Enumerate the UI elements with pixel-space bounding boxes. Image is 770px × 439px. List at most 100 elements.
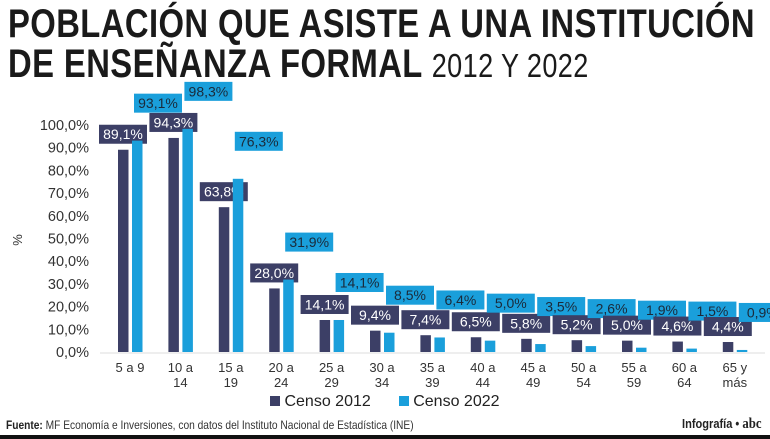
data-label-2022: 93,1% [138, 95, 178, 111]
legend-item-2012: Censo 2012 [270, 393, 371, 410]
data-label-2012: 94,3% [154, 114, 194, 130]
y-tick-label: 0,0% [56, 345, 89, 361]
data-label-box-2022 [234, 131, 283, 151]
bar-censo-2012 [722, 342, 734, 352]
source-label: Fuente: [6, 418, 43, 432]
data-label-box-2022 [285, 232, 334, 252]
x-tick-label: 5 a 9 [116, 360, 145, 375]
data-label-2022: 76,3% [239, 133, 279, 149]
data-label-box-2012 [451, 312, 500, 332]
data-label-2012: 9,4% [359, 307, 391, 323]
data-label-box-2022 [335, 272, 384, 292]
bar-censo-2022 [182, 128, 193, 352]
y-tick-label: 100,0% [40, 118, 89, 134]
data-label-2012: 14,1% [305, 296, 345, 312]
x-tick-label: más [723, 375, 748, 390]
legend-swatch-2012 [270, 396, 281, 406]
data-label-box-2012 [401, 310, 450, 330]
source-note: Fuente: MF Economía e Inversiones, con d… [6, 418, 414, 432]
data-label-2012: 4,6% [661, 318, 693, 334]
bar-censo-2012 [470, 337, 482, 352]
bar-censo-2012 [370, 330, 381, 352]
bar-censo-2012 [622, 340, 633, 352]
data-label-box-2012 [149, 112, 198, 132]
data-label-2022: 1,5% [696, 303, 728, 319]
bar-censo-2022 [434, 337, 445, 352]
data-label-2022: 0,9% [747, 304, 770, 320]
data-label-box-2012 [552, 315, 601, 335]
bar-censo-2012 [218, 207, 230, 352]
title-line-1: POBLACIÓN QUE ASISTE A UNA INSTITUCIÓN [8, 2, 755, 46]
y-tick-label: 20,0% [48, 300, 89, 316]
x-tick-label: 64 [677, 375, 691, 390]
title-line-2: DE ENSEÑANZA FORMAL 2012 Y 2022 [8, 42, 589, 87]
bar-censo-2022 [736, 349, 748, 352]
x-tick-label: 39 [425, 375, 439, 390]
x-tick-label: 15 a [218, 360, 244, 375]
data-label-box-2012 [502, 313, 551, 333]
data-label-2012: 5,0% [611, 317, 643, 333]
y-tick-label: 90,0% [48, 141, 89, 157]
y-tick-label: 30,0% [48, 277, 89, 293]
data-label-box-2012 [351, 305, 399, 325]
bar-censo-2022 [535, 344, 546, 352]
x-tick-label: 40 a [470, 360, 496, 375]
bar-censo-2012 [269, 288, 280, 352]
bar-censo-2022 [283, 279, 294, 352]
x-tick-label: 50 a [571, 360, 597, 375]
credit-text: Infografía • [682, 416, 740, 431]
data-label-box-2022 [587, 299, 636, 319]
data-label-2012: 28,0% [254, 265, 294, 281]
data-label-2012: 5,2% [561, 317, 593, 333]
bar-censo-2022 [132, 140, 143, 352]
abc-logo: abc [742, 416, 762, 432]
x-tick-label: 29 [324, 375, 338, 390]
data-label-box-2022 [134, 93, 182, 113]
data-label-box-2022 [184, 81, 233, 101]
y-tick-label: 80,0% [48, 163, 89, 179]
bar-censo-2012 [168, 137, 179, 352]
y-tick-label: 50,0% [48, 232, 89, 248]
x-tick-label: 14 [173, 375, 187, 390]
bar-censo-2022 [686, 348, 697, 352]
legend-item-2022: Censo 2022 [399, 393, 500, 410]
legend-label-2022: Censo 2022 [413, 393, 500, 410]
bar-censo-2022 [585, 346, 597, 352]
x-tick-label: 44 [476, 375, 490, 390]
y-tick-label: 60,0% [48, 209, 89, 225]
data-label-2022: 14,1% [340, 274, 380, 290]
x-tick-label: 55 a [621, 360, 647, 375]
data-label-2012: 6,5% [460, 314, 492, 330]
data-label-2022: 6,4% [444, 292, 476, 308]
legend-swatch-2022 [399, 396, 410, 406]
data-label-2022: 1,9% [646, 302, 678, 318]
x-tick-label: 20 a [269, 360, 295, 375]
source-text: MF Economía e Inversiones, con datos del… [45, 418, 414, 432]
x-tick-label: 24 [274, 375, 288, 390]
x-tick-label: 30 a [369, 360, 395, 375]
data-label-box-2012 [250, 263, 299, 283]
data-label-2022: 3,5% [545, 299, 577, 315]
x-tick-label: 54 [576, 375, 590, 390]
legend-label-2012: Censo 2012 [284, 393, 371, 410]
bar-censo-2012 [319, 319, 331, 352]
x-tick-label: 35 a [420, 360, 446, 375]
data-label-box-2022 [537, 297, 586, 317]
data-label-2012: 7,4% [409, 312, 441, 328]
x-tick-label: 59 [627, 375, 641, 390]
data-label-box-2022 [386, 285, 434, 305]
bar-censo-2012 [118, 149, 129, 352]
credit: Infografía • abc [683, 416, 762, 433]
title-years: 2012 Y 2022 [431, 47, 589, 84]
data-label-box-2022 [486, 293, 535, 313]
x-tick-label: 34 [375, 375, 389, 390]
data-label-2012: 89,1% [103, 126, 143, 142]
data-label-box-2012 [603, 315, 651, 335]
bar-censo-2022 [484, 340, 496, 352]
bar-censo-2022 [232, 178, 244, 352]
x-tick-label: 65 y [723, 360, 748, 375]
data-label-2022: 31,9% [289, 234, 329, 250]
y-tick-label: 70,0% [48, 186, 89, 202]
